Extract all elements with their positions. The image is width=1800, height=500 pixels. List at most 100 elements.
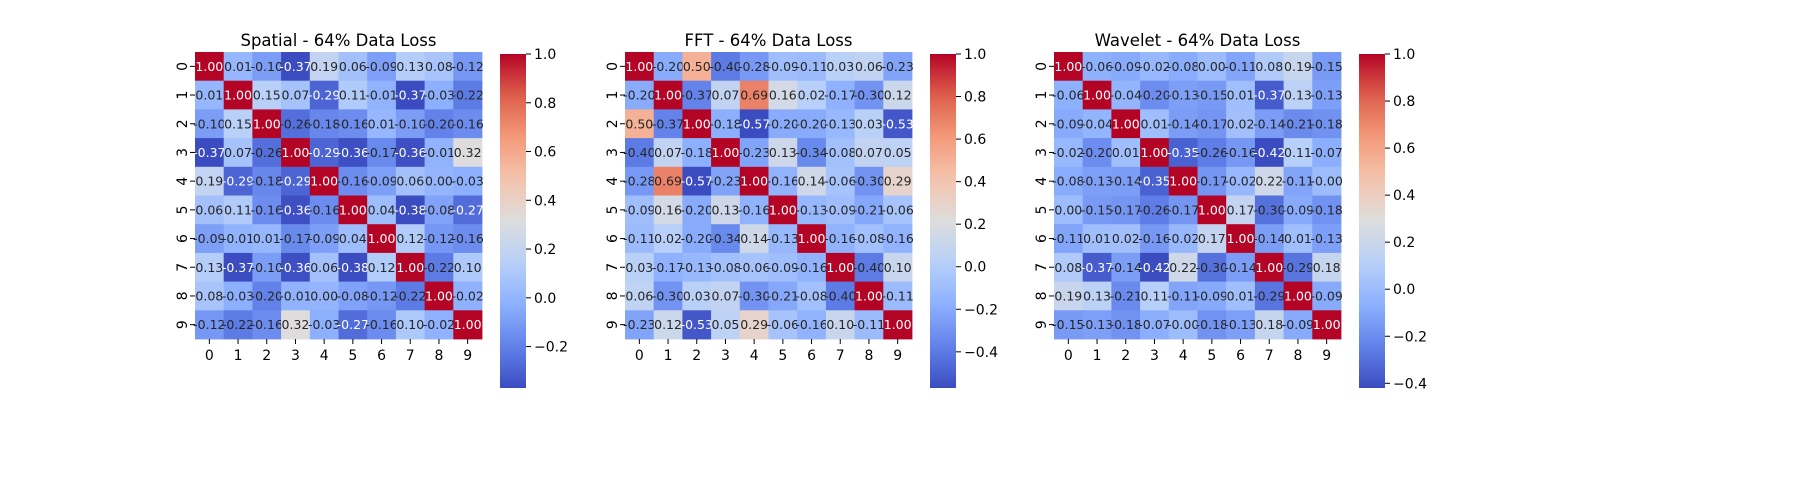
cell-value-label: 1.00 xyxy=(310,174,338,189)
cell-value-label: 0.01 xyxy=(1227,288,1255,303)
heatmap-cell xyxy=(653,52,683,82)
cell-value-label: -0.07 xyxy=(1138,317,1170,332)
cell-value-label: 0.69 xyxy=(740,88,768,103)
cell-value-label: 0.07 xyxy=(224,145,252,160)
cell-value-label: 0.13 xyxy=(712,202,740,217)
cell-value-label: -0.30 xyxy=(1253,202,1285,217)
cell-value-label: -0.13 xyxy=(795,202,827,217)
heatmap-cell xyxy=(854,166,884,196)
heatmap-cell xyxy=(309,52,339,82)
cell-value-label: -0.27 xyxy=(337,317,369,332)
heatmap-cell xyxy=(195,166,225,196)
heatmap-cell xyxy=(281,166,311,196)
cell-value-label: -0.29 xyxy=(1282,260,1314,275)
heatmap-cell xyxy=(424,52,454,82)
y-tick-label: 1 xyxy=(605,91,621,100)
cell-value-label: -0.29 xyxy=(308,88,340,103)
heatmap-cell xyxy=(338,80,368,110)
cell-value-label: -0.17 xyxy=(1110,202,1142,217)
cell-value-label: 1.00 xyxy=(884,317,912,332)
heatmap-cell xyxy=(309,310,339,340)
cell-value-label: -0.09 xyxy=(1110,59,1142,74)
heatmap-cell xyxy=(309,138,339,168)
x-tick-label: 5 xyxy=(348,348,357,364)
cell-value-label: 0.02 xyxy=(654,231,682,246)
heatmap-cell xyxy=(711,138,741,168)
heatmap-cell xyxy=(653,224,683,254)
heatmap-cell xyxy=(1054,195,1084,225)
heatmap-cell xyxy=(1168,310,1198,340)
heatmap-cell xyxy=(739,281,769,311)
heatmap-cell xyxy=(1254,281,1284,311)
heatmap-cell xyxy=(1082,52,1112,82)
heatmap-cell xyxy=(453,252,483,282)
heatmap-cell xyxy=(1111,138,1141,168)
heatmap-cell xyxy=(711,310,741,340)
heatmap-cell xyxy=(1111,281,1141,311)
heatmap-cell xyxy=(825,224,855,254)
heatmap-cell xyxy=(1168,252,1198,282)
cell-value-label: -0.13 xyxy=(1081,317,1113,332)
x-tick-label: 0 xyxy=(1064,348,1073,364)
cell-value-label: -0.57 xyxy=(681,174,713,189)
cell-value-label: -0.36 xyxy=(279,202,311,217)
heatmap-cell xyxy=(1312,252,1342,282)
y-tick-label: 4 xyxy=(175,177,191,186)
cell-value-label: -0.12 xyxy=(423,231,455,246)
cell-value-label: 0.01 xyxy=(1141,116,1169,131)
cell-value-label: -0.02 xyxy=(1224,174,1256,189)
heatmap-cell xyxy=(1312,109,1342,139)
cell-value-label: -0.09 xyxy=(365,59,397,74)
heatmap-cell xyxy=(1082,310,1112,340)
cell-value-label: 0.01 xyxy=(1227,88,1255,103)
heatmap-cell xyxy=(424,138,454,168)
colorbar-tick-label: 0.2 xyxy=(1393,235,1415,251)
heatmap-cell xyxy=(1054,109,1084,139)
y-tick-label: 8 xyxy=(175,291,191,300)
cell-value-label: -0.11 xyxy=(1052,231,1084,246)
cell-value-label: -0.30 xyxy=(1196,260,1228,275)
heatmap-cell xyxy=(1082,109,1112,139)
y-tick-label: 8 xyxy=(1034,291,1050,300)
heatmap-cell xyxy=(1140,195,1170,225)
cell-value-label: 0.14 xyxy=(798,174,826,189)
heatmap-cell xyxy=(1283,166,1313,196)
cell-value-label: -0.23 xyxy=(709,174,741,189)
heatmap-cell xyxy=(367,310,397,340)
heatmap-cell xyxy=(1140,310,1170,340)
cell-value-label: -0.09 xyxy=(1310,288,1342,303)
heatmap-cell xyxy=(625,310,655,340)
cell-value-label: -0.16 xyxy=(365,317,397,332)
heatmap-cell xyxy=(797,224,827,254)
colorbar-tick-label: 0.4 xyxy=(534,193,556,209)
heatmap-cell xyxy=(883,310,913,340)
cell-value-label: -0.06 xyxy=(824,174,856,189)
heatmap-title: FFT - 64% Data Loss xyxy=(685,31,853,50)
heatmap-cell xyxy=(1226,80,1256,110)
heatmap-cell xyxy=(252,281,282,311)
cell-value-label: 0.00 xyxy=(1198,59,1226,74)
cell-value-label: 0.02 xyxy=(1112,231,1140,246)
x-tick-label: 8 xyxy=(1293,348,1302,364)
cell-value-label: -0.11 xyxy=(623,231,655,246)
heatmap-cell xyxy=(395,310,425,340)
heatmap-cell xyxy=(395,224,425,254)
colorbar xyxy=(1359,54,1385,388)
heatmap-cell xyxy=(367,52,397,82)
cell-value-label: -0.17 xyxy=(365,145,397,160)
cell-value-label: -0.13 xyxy=(1081,174,1113,189)
cell-value-label: -0.40 xyxy=(824,288,856,303)
cell-value-label: -0.13 xyxy=(1224,317,1256,332)
cell-value-label: -0.20 xyxy=(767,116,799,131)
x-tick-label: 2 xyxy=(262,348,271,364)
heatmap-cell xyxy=(797,195,827,225)
cell-value-label: 0.04 xyxy=(339,231,367,246)
cell-value-label: 0.01 xyxy=(195,88,223,103)
heatmap-cell xyxy=(453,166,483,196)
y-tick-label: 0 xyxy=(175,62,191,71)
heatmap-cell xyxy=(883,195,913,225)
cell-value-label: -0.20 xyxy=(795,116,827,131)
cell-value-label: 0.17 xyxy=(1227,202,1255,217)
heatmap-cell xyxy=(1197,224,1227,254)
